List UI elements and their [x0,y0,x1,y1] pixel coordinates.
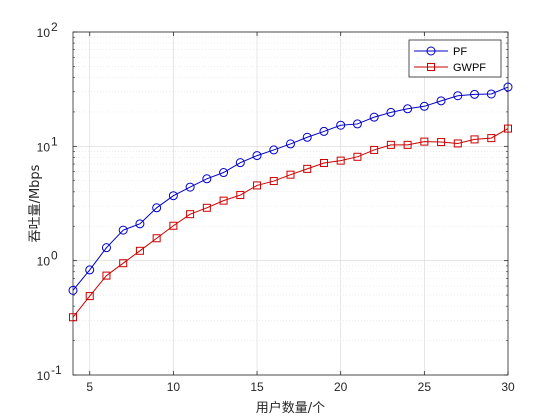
series-pf-point [202,174,212,184]
y-tick-label-exponent: 2 [51,20,58,34]
series-pf-point [369,112,379,122]
series-gwpf-line [72,128,509,318]
y-tick-label-base: 10 [37,369,51,383]
series-gwpf-point [453,139,462,148]
series-gwpf-point [303,164,312,173]
series-pf-point [319,126,329,136]
legend-gwpf-marker [427,63,435,71]
series-gwpf-point [437,138,446,147]
series-gwpf-point [152,234,161,243]
series-gwpf-point [487,134,496,143]
y-tick-label-base: 10 [37,255,51,269]
axis-ticks [73,31,509,376]
plot-area [73,32,508,375]
legend-item-pf: PF [414,46,467,58]
series-gwpf-point [370,145,379,154]
series-pf-point [403,104,413,114]
y-axis-label: 吞吐量/Mbps [28,164,43,242]
series-gwpf-point [353,152,362,161]
x-tick-labels: 5 10 15 20 25 30 [86,380,515,394]
series-gwpf [69,124,512,322]
x-tick-label: 25 [418,380,432,394]
series-pf-point [386,107,396,117]
series-pf-point [101,243,111,253]
series-pf-point [68,285,78,295]
series-pf-point [118,225,128,235]
x-tick-label: 10 [167,380,181,394]
series-gwpf-point [85,292,94,301]
y-tick-label-base: 10 [37,140,51,154]
y-tick-label: 10 1 [37,134,58,154]
series-pf-point [503,82,513,92]
legend: PF GWPF [408,39,502,78]
series-layer [68,82,513,322]
y-tick-label: 10 2 [37,20,58,40]
series-gwpf-point [336,156,345,165]
series-pf-point [135,219,145,229]
series-gwpf-point [286,170,295,179]
x-tick-label: 5 [86,380,93,394]
series-gwpf-point [102,271,111,280]
y-tick-label-exponent: 1 [51,134,58,148]
series-pf-point [470,89,480,99]
series-gwpf-point [420,137,429,146]
y-tick-label: 10 -1 [37,363,62,383]
legend-box [408,39,502,78]
x-tick-label: 30 [501,380,515,394]
series-pf-point [235,158,245,168]
series-gwpf-point [186,210,195,219]
series-pf-point [302,132,312,142]
series-pf-point [486,89,496,99]
y-tick-label-exponent: -1 [51,363,62,377]
series-gwpf-point [504,124,512,133]
y-tick-label-base: 10 [37,26,51,40]
legend-pf-marker [426,46,436,56]
series-pf-point [436,96,446,106]
series-gwpf-point [236,191,245,200]
plot-frame [72,31,509,376]
series-pf-point [352,119,362,129]
series-pf-point [286,139,295,149]
series-pf-point [152,203,162,213]
x-tick-label: 20 [334,380,348,394]
series-gwpf-point [135,246,144,255]
legend-item-gwpf: GWPF [414,62,486,74]
legend-pf-label: PF [453,46,467,58]
series-gwpf-point [119,259,128,268]
series-gwpf-point [69,313,77,322]
series-pf-point [453,91,463,101]
series-pf-line [72,86,509,291]
y-tick-label: 10 0 [37,249,58,269]
series-pf-point [185,182,195,192]
series-gwpf-point [253,181,262,190]
series-pf-point [336,120,346,130]
series-pf-point [168,191,178,201]
series-pf-point [85,265,95,275]
x-axis-label: 用户数量/个 [256,400,325,416]
x-tick-label: 15 [250,380,264,394]
series-gwpf-point [470,135,479,144]
series-pf-point [419,101,429,111]
series-pf-point [269,145,279,155]
series-gwpf-point [169,221,178,230]
legend-gwpf-label: GWPF [453,62,486,74]
series-gwpf-point [202,203,211,212]
series-gwpf-point [269,177,278,186]
series-gwpf-point [319,158,328,167]
y-tick-label-exponent: 0 [51,249,58,263]
series-pf [68,82,513,295]
series-gwpf-point [403,140,412,149]
series-pf-point [219,168,229,178]
series-gwpf-point [386,140,395,149]
series-gwpf-point [219,196,228,205]
series-pf-point [252,151,262,161]
